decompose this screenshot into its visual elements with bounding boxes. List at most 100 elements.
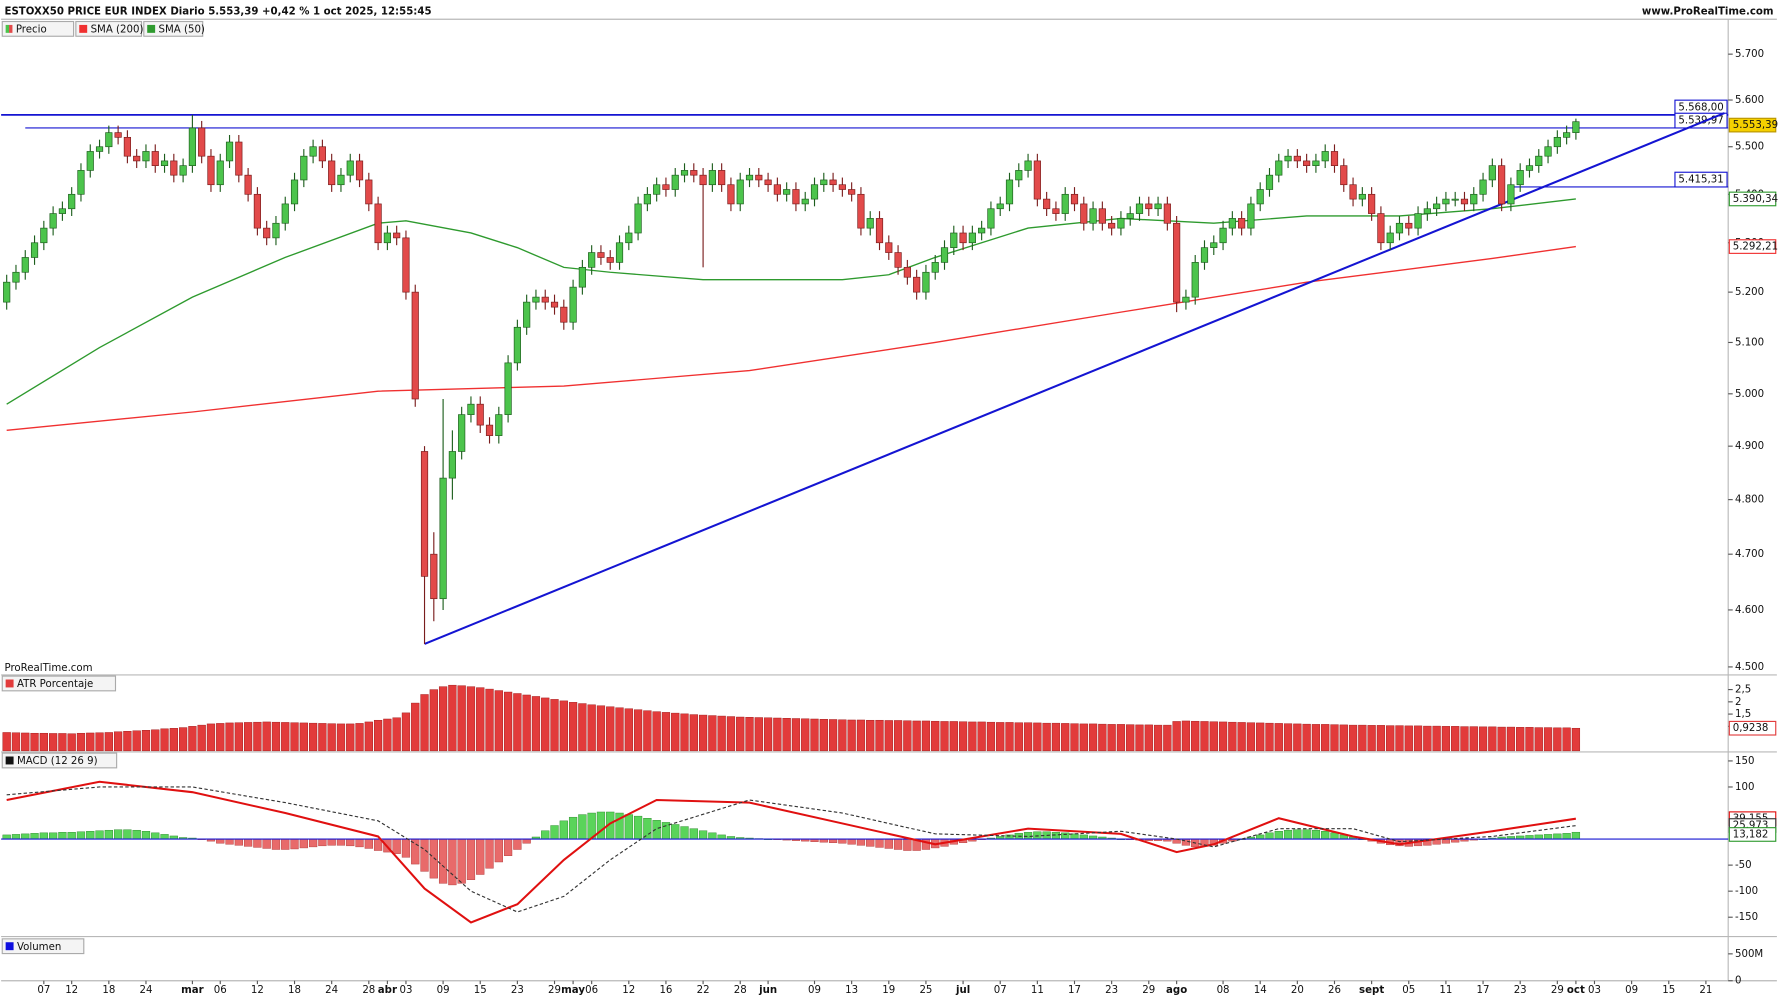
histogram-bar [355,838,364,848]
candle-body [801,198,809,205]
bar [1042,722,1051,752]
histogram-bar [596,811,606,840]
candle-body [922,271,930,293]
candle-body [160,160,169,166]
candle-body [1284,155,1292,162]
histogram-bar [234,838,243,846]
candle-body [1163,203,1171,224]
bar [411,702,420,752]
candle-body [1563,132,1571,138]
histogram-bar [141,831,151,840]
candle-body [1108,222,1116,229]
histogram-bar [1256,834,1265,840]
legend-icon [5,679,14,688]
x-tick-label: 29 [548,985,561,996]
histogram-bar [151,832,160,840]
bar [1144,724,1153,752]
candle-body [1145,203,1153,210]
histogram-bar [401,838,411,858]
candle-body [1117,218,1125,229]
candle-body [978,227,986,234]
candle-body [346,160,354,176]
candle-body [328,160,336,186]
candle-body [1535,155,1543,166]
candle-body [318,146,326,162]
bar [308,722,318,752]
candle-body [523,301,531,328]
bar [485,688,494,752]
legend-box[interactable] [1,938,85,955]
histogram-bar [541,830,550,840]
x-tick-label: 25 [919,985,932,996]
bar [169,728,178,752]
candle-body [504,362,512,415]
bar [160,728,169,752]
legend-box[interactable] [1,752,118,769]
candle-body [829,179,837,186]
bar [745,717,754,752]
histogram-bar [838,838,847,844]
bar [1516,727,1525,752]
histogram-bar [1543,834,1553,840]
candle-body [1043,198,1051,210]
bar [76,732,86,752]
histogram-bar [1051,832,1061,840]
candle-body [1358,193,1366,200]
y-tick-label: -100 [1735,886,1758,897]
candle-body [1303,160,1311,166]
histogram-bar [652,820,661,840]
x-tick-label: oct [1567,985,1585,996]
candle-body [1340,165,1348,186]
histogram-bar [485,838,494,869]
y-tick-label: 5.700 [1735,49,1764,60]
histogram-bar [1061,832,1070,840]
legend-box[interactable] [75,20,143,37]
x-tick-label: 15 [1662,985,1675,996]
histogram-bar [875,838,884,848]
candle-body [458,414,466,452]
watermark: ProRealTime.com [5,663,93,674]
candle-body [1525,165,1534,171]
x-tick-label: 11 [1439,985,1452,996]
candle-body [1470,193,1478,205]
candle-body [1228,218,1236,229]
bar [271,721,281,752]
legend-box[interactable] [1,675,117,692]
bar [606,706,615,752]
bar [1274,723,1283,752]
histogram-bar [2,834,11,840]
x-tick-label: 07 [37,985,50,996]
bar [782,718,791,752]
y-tick-label: -150 [1735,912,1758,923]
bar [290,722,299,752]
histogram-bar [1023,832,1033,840]
y-tick-label: 4.800 [1735,495,1764,506]
histogram-bar [643,818,652,840]
x-tick-label: 24 [139,985,152,996]
legend-box[interactable] [143,20,204,37]
histogram-bar [225,838,234,845]
candle-body [1080,203,1088,224]
bar [615,707,624,752]
candle-body [1275,160,1283,176]
bar [1126,724,1135,752]
candle-body [365,179,373,205]
legend-box[interactable] [1,20,75,37]
candle-body [903,266,911,278]
candle-body [68,193,76,210]
bar [652,711,661,752]
histogram-bar [1274,831,1283,840]
bar [884,720,893,752]
x-tick-label: 14 [1254,985,1267,996]
bar [931,720,940,752]
bar [1358,724,1367,752]
candle-body [1433,203,1441,210]
sma-line [6,245,1576,432]
bar [1051,722,1061,752]
candle-body [662,184,670,190]
candle-body [244,174,252,195]
candle-body [30,242,39,258]
bar [996,722,1005,752]
bar [1200,721,1209,752]
bar [1070,723,1079,752]
